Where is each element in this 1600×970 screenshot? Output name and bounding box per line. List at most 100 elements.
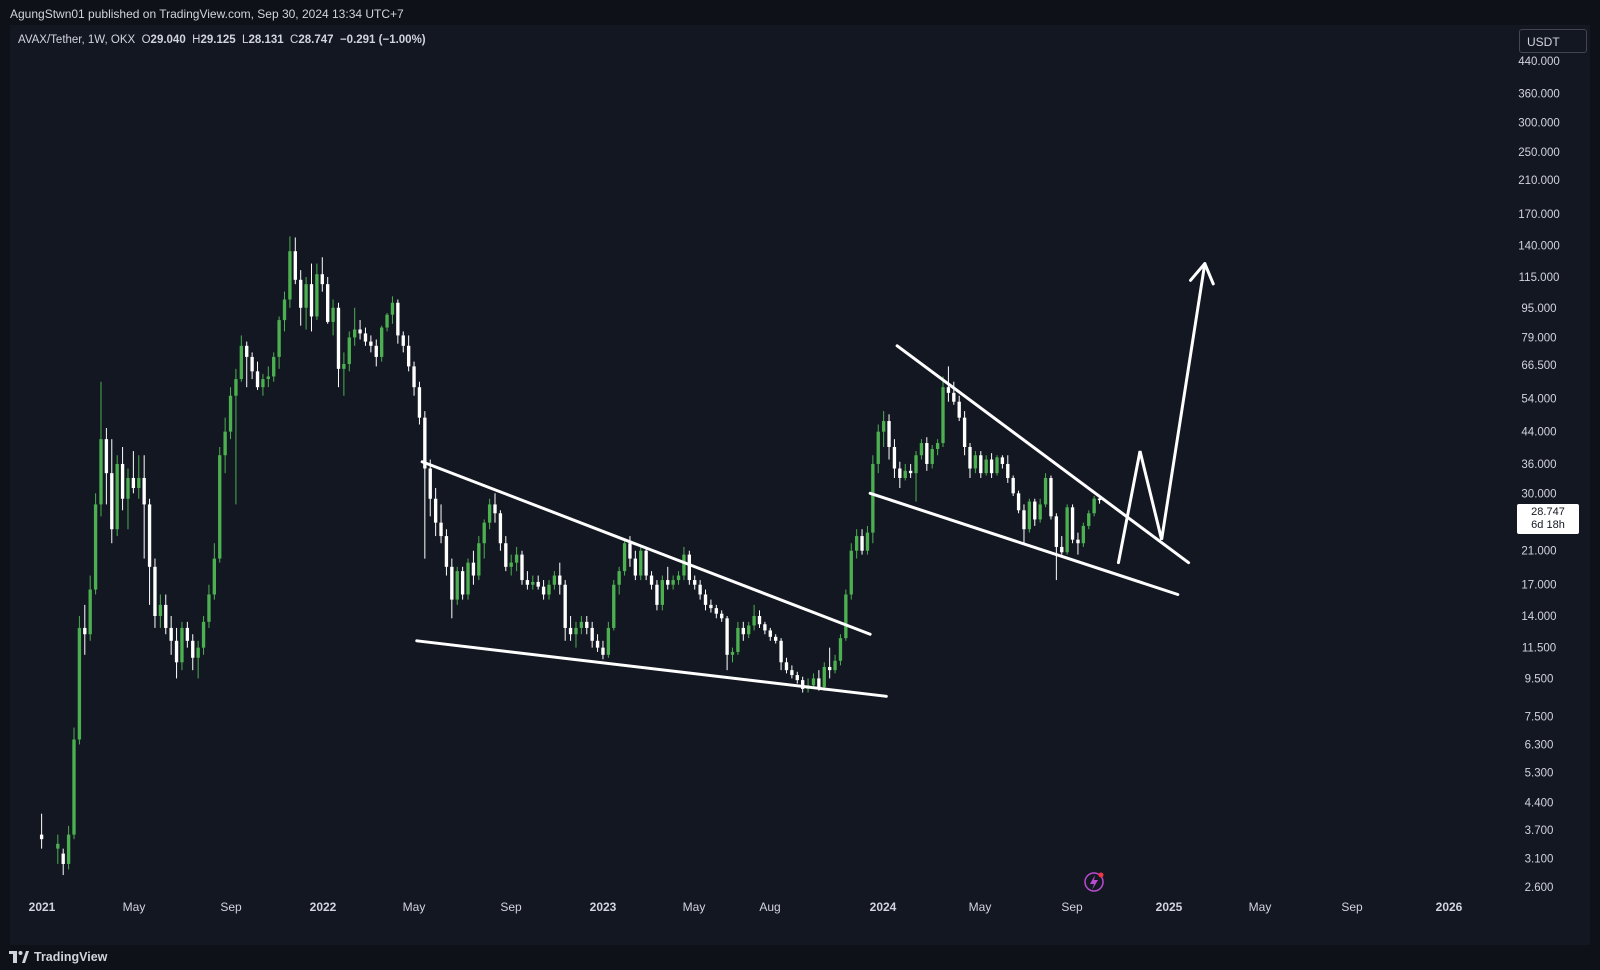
- candle-body: [617, 571, 621, 585]
- trendline[interactable]: [895, 344, 1191, 565]
- candle-body: [1038, 504, 1042, 520]
- chart-area[interactable]: [10, 25, 1590, 945]
- time-axis-label: 2022: [310, 900, 337, 914]
- candle-body: [347, 337, 351, 364]
- trendline[interactable]: [868, 491, 1180, 596]
- price-axis-label: 36.000: [1521, 459, 1556, 471]
- candle-body: [331, 307, 335, 322]
- candle-body: [525, 580, 530, 585]
- candle-body: [957, 401, 961, 418]
- price-axis-label: 17.000: [1521, 580, 1556, 592]
- time-axis-label: Sep: [1061, 900, 1083, 914]
- candle-body: [390, 302, 395, 315]
- candle-body: [131, 477, 136, 489]
- candle-body: [126, 477, 130, 499]
- candle-body: [309, 284, 314, 317]
- candle-body: [423, 417, 427, 469]
- candle-body: [379, 327, 384, 357]
- currency-selector[interactable]: USDT: [1519, 29, 1587, 53]
- candle-body: [61, 853, 65, 864]
- candle-body: [504, 543, 508, 567]
- candle-body: [104, 439, 109, 474]
- tradingview-logo[interactable]: TradingView: [9, 949, 107, 965]
- candle-body: [1097, 498, 1102, 501]
- candle-body: [693, 580, 697, 585]
- lightning-icon[interactable]: [1084, 872, 1104, 892]
- candle-body: [185, 627, 190, 641]
- candle-body: [120, 463, 125, 499]
- candle-body: [110, 473, 114, 530]
- candle-body: [115, 463, 119, 530]
- candle-body: [973, 455, 978, 469]
- candle-body: [1092, 498, 1096, 514]
- candle-body: [827, 666, 832, 671]
- candle-body: [191, 640, 195, 658]
- time-axis-label: 2026: [1436, 900, 1463, 914]
- candle-body: [941, 387, 945, 444]
- candle-body: [196, 647, 200, 658]
- candle-body: [277, 320, 281, 357]
- price-axis-label: 95.000: [1521, 303, 1556, 315]
- candle-body: [720, 613, 724, 619]
- symbol-legend[interactable]: AVAX/Tether, 1W, OKX O29.040 H29.125 L28…: [18, 34, 426, 46]
- candle-body: [676, 575, 681, 581]
- candle-body: [574, 627, 578, 635]
- open-value: 29.040: [150, 34, 186, 46]
- candle-body: [158, 604, 163, 616]
- trendline[interactable]: [420, 460, 872, 636]
- candle-body: [401, 335, 405, 346]
- candle-body: [234, 379, 238, 396]
- candle-body: [180, 627, 184, 663]
- candle-body: [207, 594, 211, 622]
- price-axis-label: 6.300: [1525, 740, 1554, 752]
- candle-body: [568, 627, 573, 635]
- chart-svg[interactable]: 440.000 360.000 300.000 250.000 210.000 170.0…: [0, 0, 1600, 945]
- candle-body: [1011, 477, 1015, 494]
- candle-body: [612, 584, 616, 628]
- publisher-line: AgungStwn01 published on TradingView.com…: [10, 7, 404, 21]
- candle-body: [77, 627, 82, 740]
- candle-body: [1087, 513, 1091, 526]
- candle-body: [66, 834, 71, 864]
- candle-body: [903, 470, 907, 478]
- candle-body: [1027, 501, 1032, 530]
- price-axis-label: 2.600: [1525, 882, 1554, 894]
- candle-body: [563, 584, 567, 628]
- candle-body: [439, 522, 443, 537]
- candle-body: [514, 554, 519, 563]
- time-axis-label: 2021: [29, 900, 56, 914]
- candle-body: [822, 666, 826, 688]
- price-axis-label: 11.500: [1522, 643, 1556, 655]
- candle-body: [601, 647, 605, 655]
- candle-body: [487, 504, 492, 523]
- projection-arrowhead[interactable]: [1189, 262, 1215, 286]
- candle-body: [649, 575, 654, 585]
- candle-body: [1081, 525, 1086, 544]
- candle-body: [1016, 493, 1021, 511]
- price-axis-label: 3.700: [1525, 825, 1554, 837]
- candle-body: [498, 513, 503, 544]
- candle-body: [725, 618, 729, 655]
- time-axis-label: 2024: [870, 900, 897, 914]
- candle-body: [774, 636, 778, 641]
- candle-body: [784, 662, 789, 671]
- price-axis-label: 3.100: [1525, 854, 1554, 866]
- tradingview-logo-icon: [9, 951, 29, 963]
- candle-body: [1076, 539, 1080, 544]
- candle-body: [288, 251, 292, 300]
- projection-path[interactable]: [1116, 262, 1207, 565]
- price-axis-label: 210.000: [1518, 175, 1560, 187]
- candle-body: [590, 627, 594, 641]
- candle-body: [239, 345, 243, 380]
- symbol-name[interactable]: AVAX/Tether, 1W, OKX: [18, 34, 136, 46]
- candle-body: [925, 443, 929, 464]
- candle-body: [1060, 546, 1064, 553]
- candle-body: [984, 459, 988, 474]
- time-axis-label: 2023: [590, 900, 617, 914]
- candle-body: [606, 627, 611, 655]
- candle-body: [579, 621, 584, 628]
- candle-body: [353, 329, 357, 338]
- trendline[interactable]: [415, 639, 888, 698]
- notification-dot-icon: [1098, 872, 1104, 878]
- candle-body: [83, 627, 87, 635]
